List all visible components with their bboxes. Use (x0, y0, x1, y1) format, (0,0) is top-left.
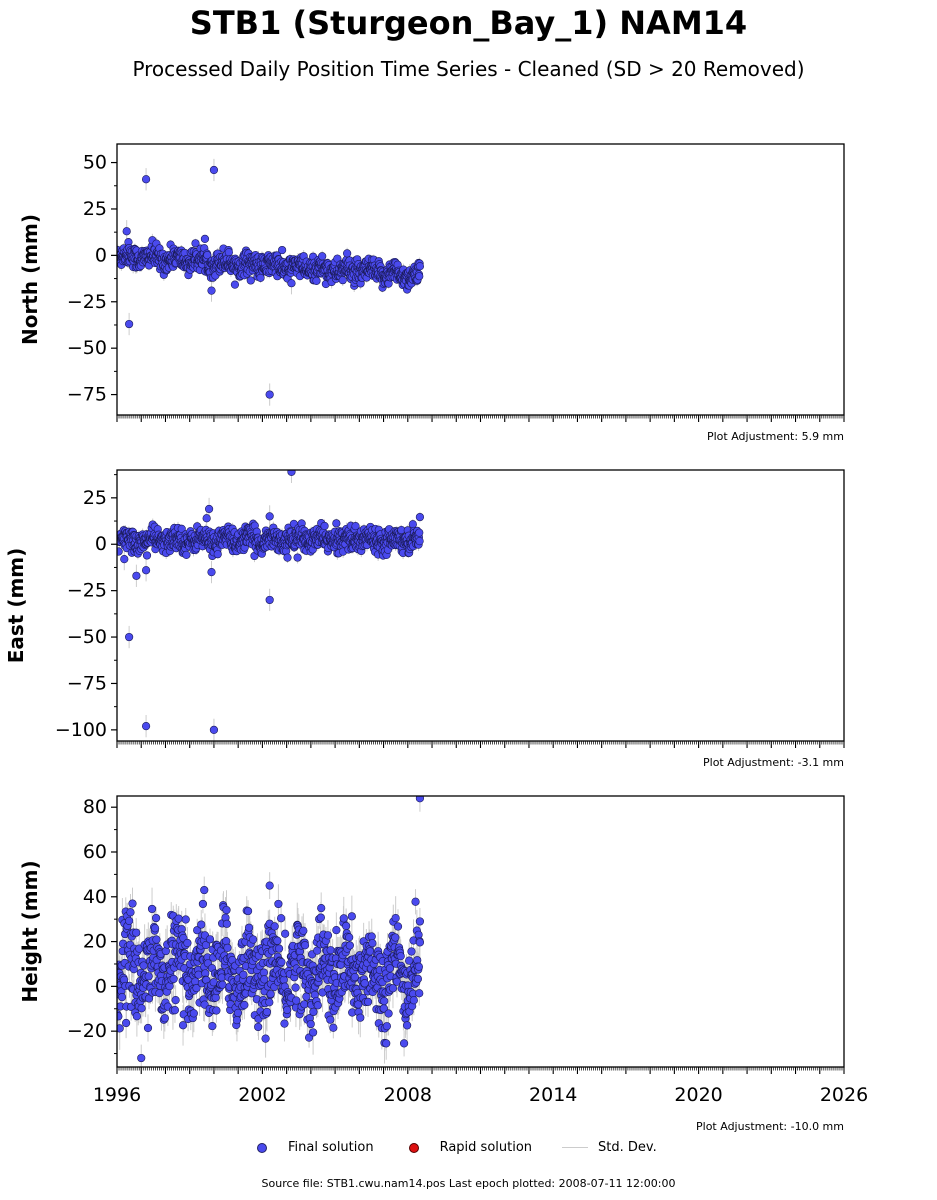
north-data-point (256, 273, 265, 282)
east-data-point (141, 566, 151, 575)
north-y-tick-label: −75 (67, 384, 107, 406)
north-data-point (224, 248, 233, 257)
east-data-point (332, 519, 341, 528)
east-data-point (209, 725, 219, 734)
north-y-tick-label: 25 (83, 198, 107, 220)
east-plot-frame (116, 469, 845, 742)
north-data-point (125, 319, 134, 329)
north-y-tick-label: 50 (83, 152, 107, 174)
east-data-point (415, 528, 424, 537)
chart-title: STB1 (Sturgeon_Bay_1) NAM14 (189, 4, 748, 42)
north-y-tick-label: −50 (67, 337, 107, 359)
north-data-point (203, 250, 212, 260)
east-data-point (132, 571, 141, 580)
north-data-point (343, 249, 352, 258)
east-y-axis-label: East (mm) (4, 548, 28, 664)
north-data-point (265, 390, 274, 399)
east-y-tick-label: 25 (83, 487, 107, 509)
east-data-point (141, 722, 151, 731)
north-y-axis-label: North (mm) (18, 214, 42, 345)
east-data-point (182, 550, 191, 559)
north-data-point (246, 276, 255, 285)
east-data-point (320, 521, 329, 531)
east-data-point (351, 522, 360, 531)
east-data-point (265, 595, 274, 605)
north-data-point (278, 245, 287, 255)
north-data-point (209, 165, 219, 175)
chart-subtitle: Processed Daily Position Time Series - C… (132, 57, 805, 81)
east-data-point (415, 537, 424, 546)
north-data-point (318, 252, 327, 261)
north-data-point (230, 280, 240, 289)
north-data-point (338, 276, 347, 285)
east-data-point (177, 524, 186, 533)
north-data-group (117, 158, 425, 406)
north-data-point (415, 272, 424, 281)
east-data-point (207, 567, 216, 577)
east-data-point (287, 470, 296, 476)
north-data-point (287, 279, 296, 288)
east-data-point (265, 512, 274, 521)
north-plot-frame (116, 143, 845, 416)
east-data-point (142, 551, 152, 560)
east-data-point (293, 553, 302, 562)
north-data-point (191, 239, 200, 248)
east-y-tick-label: −75 (67, 672, 107, 694)
east-data-point (213, 550, 222, 559)
east-data-point (408, 520, 417, 529)
east-y-tick-label: −50 (67, 626, 107, 648)
east-data-point (117, 547, 123, 556)
east-data-point (204, 504, 214, 514)
north-data-point (415, 262, 425, 271)
east-data-point (125, 632, 134, 642)
north-y-tick-label: −25 (67, 291, 107, 313)
east-y-tick-label: 0 (95, 533, 107, 555)
east-data-point (415, 512, 425, 522)
north-data-point (312, 276, 321, 285)
east-y-tick-label: −25 (67, 580, 107, 602)
east-y-tick-label: −100 (55, 719, 107, 741)
north-data-point (122, 227, 131, 236)
east-data-group (117, 470, 425, 741)
height-data-group (117, 796, 425, 1067)
east-data-point (120, 554, 129, 564)
north-data-point (141, 175, 151, 184)
north-y-tick-label: 0 (95, 244, 107, 266)
east-data-point (202, 514, 211, 523)
north-data-point (200, 234, 210, 243)
east-data-point (283, 553, 292, 562)
north-data-point (207, 286, 216, 295)
